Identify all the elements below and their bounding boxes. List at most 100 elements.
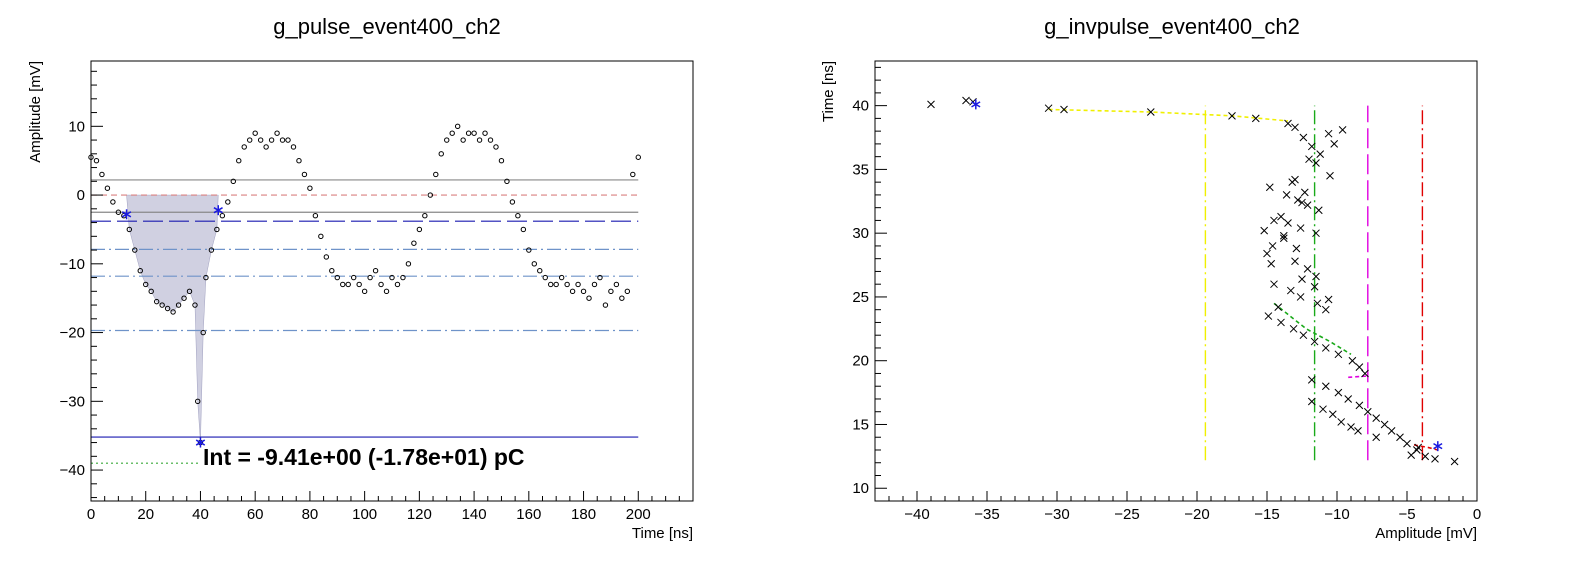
x-tick-label: 60 [247, 506, 264, 523]
x-tick-label: −20 [1184, 506, 1209, 523]
waveform-point [635, 154, 641, 160]
pulse-chart-xlabel: Time [ns] [632, 525, 693, 542]
waveform-point [520, 226, 527, 233]
waveform-point [329, 267, 335, 274]
waveform-point [340, 281, 346, 288]
x-tick-label: −30 [1044, 506, 1069, 523]
data-cross [1310, 282, 1319, 291]
data-cross [1330, 140, 1339, 148]
data-cross [1407, 451, 1416, 459]
waveform-point [411, 240, 417, 246]
inverse-pulse-chart-ylabel: Time [ns] [820, 61, 837, 122]
waveform-point [619, 295, 625, 301]
waveform-point [487, 137, 494, 143]
data-cross [1299, 133, 1308, 142]
waveform-point [181, 295, 187, 301]
waveform-point [350, 274, 357, 281]
fit-segment [1048, 108, 1289, 122]
data-cross [1251, 114, 1260, 123]
data-cross [1298, 198, 1306, 207]
waveform-point [454, 123, 461, 130]
data-cross [1314, 206, 1323, 215]
waveform-point [613, 281, 620, 288]
data-cross [1307, 397, 1316, 406]
waveform-point [515, 212, 521, 219]
x-tick-label: 0 [87, 506, 95, 523]
waveform-point [252, 130, 258, 136]
data-cross [1355, 363, 1364, 371]
data-cross [1299, 331, 1308, 340]
waveform-point [137, 267, 143, 274]
marker-star [971, 99, 981, 110]
waveform-point [230, 178, 236, 185]
data-cross [1228, 111, 1236, 120]
data-cross [1292, 244, 1301, 253]
integral-annotation: Int = -9.41e+00 (-1.78e+01) pC [203, 444, 525, 470]
waveform-point [433, 171, 439, 178]
waveform-point [186, 288, 193, 295]
data-cross [1324, 129, 1333, 138]
waveform-point [465, 130, 472, 136]
x-tick-label: −25 [1114, 506, 1139, 523]
data-cross [1268, 242, 1277, 250]
data-cross [1303, 201, 1312, 209]
waveform-point [416, 226, 423, 233]
waveform-point [482, 130, 488, 136]
waveform-point [493, 144, 499, 150]
data-cross [1355, 401, 1364, 410]
x-tick-label: 20 [137, 506, 154, 523]
x-tick-label: −10 [1324, 506, 1349, 523]
waveform-point [608, 288, 614, 295]
waveform-point [195, 398, 201, 405]
data-cross [1338, 126, 1347, 134]
waveform-point [476, 137, 483, 143]
waveform-point [548, 281, 554, 288]
data-cross [1265, 183, 1274, 192]
y-tick-label: 10 [68, 118, 85, 135]
waveform-point [630, 171, 636, 178]
waveform-point [498, 157, 505, 164]
waveform-point [471, 130, 477, 136]
pulse-chart-ylabel: Amplitude [mV] [27, 61, 44, 163]
inverse-pulse-chart-title: g_invpulse_event400_ch2 [1044, 14, 1300, 39]
waveform-point [602, 302, 609, 308]
x-tick-label: 100 [352, 506, 377, 523]
data-cross [1361, 369, 1369, 378]
data-cross [1348, 356, 1357, 365]
data-cross [1305, 155, 1313, 164]
waveform-point [575, 281, 581, 288]
x-tick-label: 180 [571, 506, 596, 523]
waveform-point [132, 247, 138, 253]
data-cross [1316, 150, 1325, 158]
data-cross [1321, 344, 1330, 352]
fit-segment [1273, 302, 1352, 356]
waveform-point [526, 247, 532, 253]
waveform-point [334, 274, 340, 281]
waveform-point [99, 171, 105, 178]
marker-star [213, 205, 223, 216]
waveform-point [569, 288, 576, 295]
waveform-point [257, 137, 264, 143]
y-tick-label: 15 [852, 416, 869, 433]
waveform-point [312, 212, 319, 219]
waveform-point [208, 247, 215, 253]
data-cross [1414, 443, 1423, 452]
waveform-point [509, 199, 516, 205]
data-cross [1312, 159, 1320, 167]
waveform-point [214, 226, 220, 233]
waveform-point [279, 137, 286, 143]
waveform-point [263, 144, 269, 150]
waveform-point [148, 288, 154, 295]
x-tick-label: 160 [516, 506, 541, 523]
y-tick-label: 35 [852, 161, 869, 178]
data-cross [1334, 388, 1343, 397]
data-cross [1279, 234, 1288, 243]
waveform-point [400, 274, 406, 281]
waveform-point [378, 281, 384, 288]
data-cross [1372, 414, 1381, 422]
waveform-point [444, 137, 450, 143]
plot-frame [874, 60, 1478, 502]
waveform-point [372, 267, 379, 274]
data-cross [1277, 318, 1285, 327]
data-cross [1431, 455, 1439, 463]
